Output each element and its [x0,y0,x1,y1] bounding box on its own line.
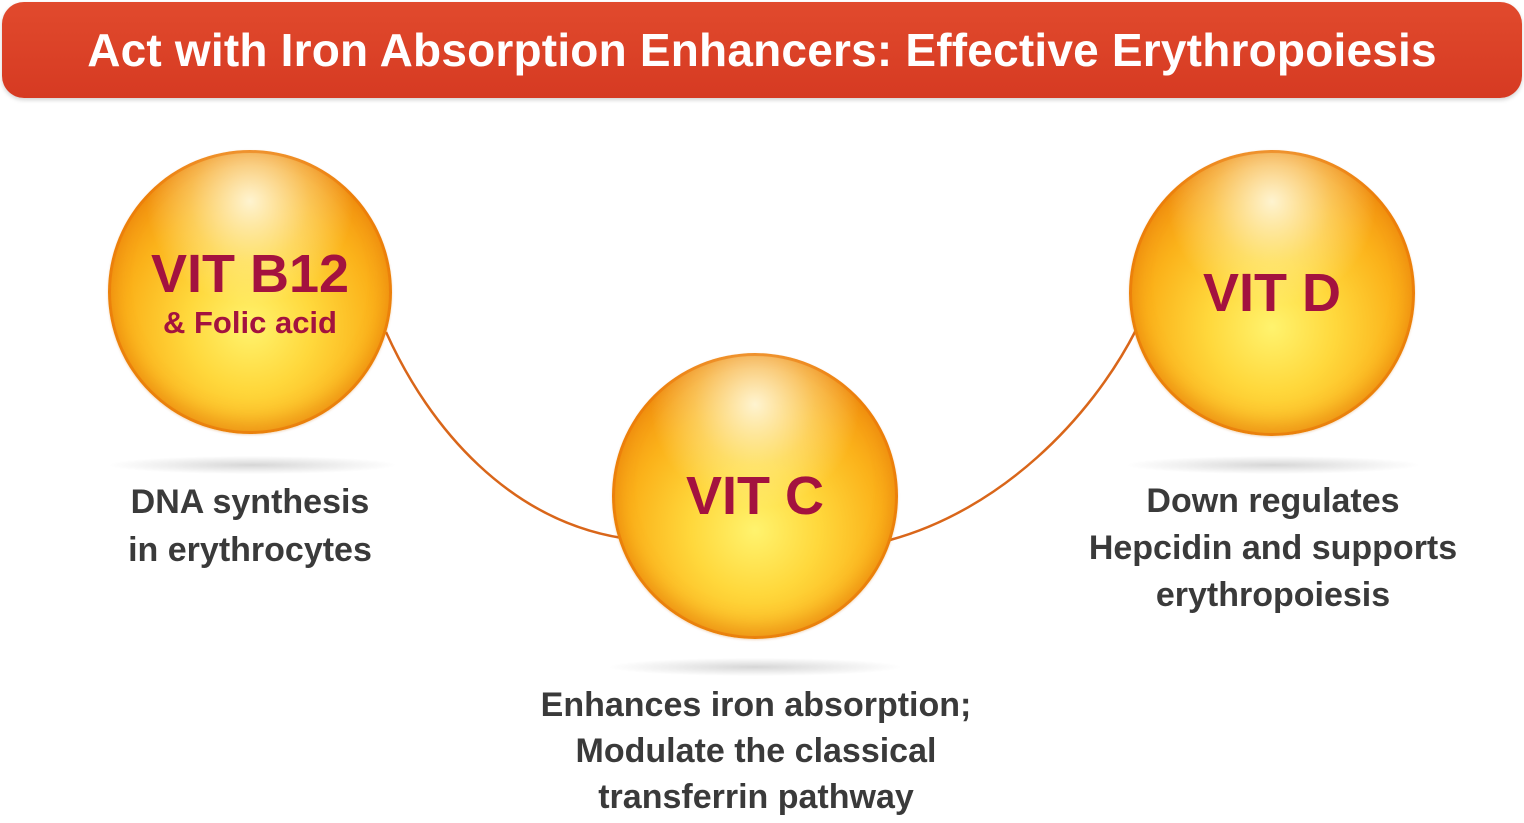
description-line: DNA synthesis [130,483,370,521]
description-vit-b12: DNA synthesis in erythrocytes [60,478,440,574]
description-line: Enhances iron absorption; [540,686,972,724]
description-vit-d: Down regulates Hepcidin and supports ery… [1040,478,1506,619]
sphere-vit-b12: VIT B12 & Folic acid [108,150,392,434]
sphere-title-vit-b12: VIT B12 [150,243,350,304]
sphere-title-vit-c: VIT C [685,466,824,526]
sphere-subtitle-vit-b12: & Folic acid [163,304,337,340]
page-title: Act with Iron Absorption Enhancers: Effe… [87,24,1437,76]
description-line: Modulate the classical [575,732,937,770]
description-line: transferrin pathway [598,778,914,816]
connector-b12-to-c [384,331,623,540]
description-line: Hepcidin and supports [1088,529,1458,567]
description-line: Down regulates [1146,482,1400,520]
description-line: in erythrocytes [128,531,372,569]
shadow-vit-d [1128,456,1418,474]
connector-c-to-d [889,329,1138,542]
shadow-vit-b12 [110,456,395,474]
shadow-vit-c [610,658,900,676]
sphere-title-vit-d: VIT D [1202,263,1341,323]
sphere-vit-c: VIT C [612,353,898,639]
description-line: erythropoiesis [1155,576,1391,614]
description-vit-c: Enhances iron absorption; Modulate the c… [480,682,1032,820]
sphere-vit-d: VIT D [1129,150,1415,436]
title-banner: Act with Iron Absorption Enhancers: Effe… [2,2,1522,98]
